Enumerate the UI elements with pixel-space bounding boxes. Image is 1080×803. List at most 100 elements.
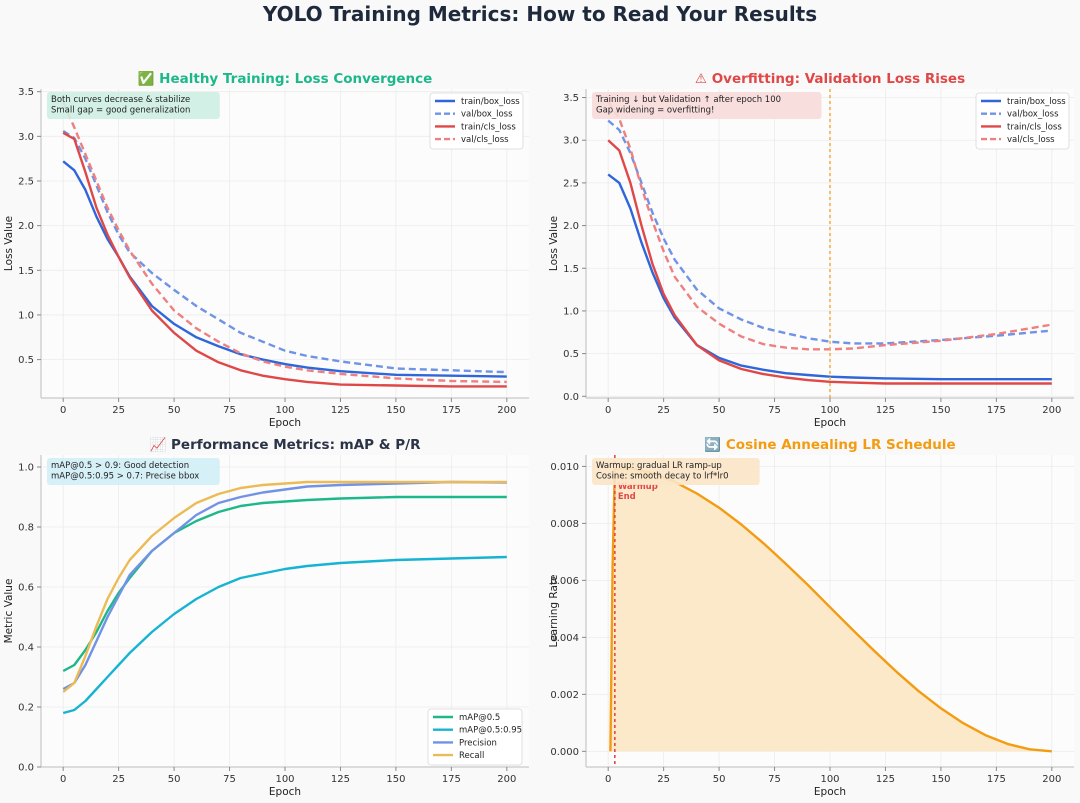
series-line-0 xyxy=(62,495,507,673)
y-tick-label: 0.6 xyxy=(18,583,34,594)
x-tick-label: 25 xyxy=(657,774,670,785)
x-tick-label: 100 xyxy=(275,774,294,785)
annotation-text: Gap widening = overfitting! xyxy=(596,106,714,116)
series-line-3 xyxy=(62,101,507,384)
y-tick-label: 1.0 xyxy=(18,463,34,474)
y-tick-label: 0.000 xyxy=(550,747,579,758)
y-tick-label: 0.4 xyxy=(18,643,34,654)
y-tick-label: 1.0 xyxy=(18,310,34,321)
x-tick-label: 75 xyxy=(768,405,781,416)
y-axis-label: Loss Value xyxy=(3,216,15,271)
x-tick-label: 175 xyxy=(987,405,1006,416)
chart-perf: 0 25 50 75 100 125 150 175 200 0.0 0.2 0.4 0.6 0.8 1.0… xyxy=(3,436,529,798)
annotation-box xyxy=(47,92,220,119)
x-tick-label: 25 xyxy=(657,405,670,416)
x-tick-label: 125 xyxy=(876,774,895,785)
x-tick-label: 125 xyxy=(876,405,895,416)
legend-label: mAP@0.5 xyxy=(459,713,500,723)
x-tick-label: 50 xyxy=(713,405,726,416)
x-tick-label: 50 xyxy=(168,774,181,785)
series-line-2 xyxy=(607,139,1052,385)
y-tick-label: 0.2 xyxy=(18,703,34,714)
x-tick-label: 175 xyxy=(987,774,1006,785)
annotation-text: Both curves decrease & stabilize xyxy=(51,95,190,105)
series-line-3 xyxy=(607,101,1053,351)
x-tick-label: 150 xyxy=(931,774,950,785)
x-tick-label: 100 xyxy=(275,405,294,416)
chart-title: 📈 Performance Metrics: mAP & P/R xyxy=(150,436,422,453)
x-tick-label: 200 xyxy=(1042,405,1061,416)
legend-label: train/cls_loss xyxy=(461,122,516,132)
y-tick-label: 0.002 xyxy=(550,690,579,701)
x-tick-label: 50 xyxy=(713,774,726,785)
x-tick-label: 75 xyxy=(223,774,236,785)
y-tick-label: 0.8 xyxy=(18,523,34,534)
x-tick-label: 200 xyxy=(497,774,516,785)
legend-box xyxy=(427,708,523,766)
y-tick-label: 2.5 xyxy=(18,176,34,187)
annotation-box xyxy=(592,458,760,485)
y-tick-label: 0.006 xyxy=(550,576,579,587)
x-tick-label: 175 xyxy=(442,774,461,785)
chart-lr: 0 25 50 75 100 125 150 175 200 0.000 0.002 0.004 0.0… xyxy=(548,436,1074,798)
y-tick-label: 0.0 xyxy=(18,763,34,774)
legend-label: val/cls_loss xyxy=(461,135,509,145)
x-tick-label: 150 xyxy=(386,774,405,785)
y-axis-label: Metric Value xyxy=(3,579,15,644)
reference-line-label: Warmup xyxy=(618,482,658,492)
y-axis-label: Loss Value xyxy=(548,216,560,271)
x-tick-label: 100 xyxy=(820,774,839,785)
annotation-text: Small gap = good generalization xyxy=(51,106,190,116)
y-axis-label: Learning Rate xyxy=(548,575,560,648)
y-tick-label: 1.5 xyxy=(563,264,579,275)
y-tick-label: 2.0 xyxy=(18,221,34,232)
x-tick-label: 100 xyxy=(820,405,839,416)
legend-box xyxy=(975,92,1070,150)
y-tick-label: 3.5 xyxy=(563,93,579,104)
x-tick-label: 200 xyxy=(497,405,516,416)
y-tick-label: 2.0 xyxy=(563,221,579,232)
y-tick-label: 0.010 xyxy=(550,462,579,473)
legend-label: val/box_loss xyxy=(1007,110,1059,120)
chart-title: ⚠ Overfitting: Validation Loss Rises xyxy=(695,71,965,87)
y-tick-label: 1.0 xyxy=(563,306,579,317)
x-tick-label: 175 xyxy=(442,405,461,416)
series-line-0 xyxy=(607,173,1052,381)
series-line-3 xyxy=(62,480,507,693)
series-line-2 xyxy=(62,480,507,691)
x-tick-label: 150 xyxy=(931,405,950,416)
annotation-box xyxy=(592,92,822,119)
legend-label: Recall xyxy=(459,751,484,761)
series-line-1 xyxy=(62,555,507,715)
y-tick-label: 0.004 xyxy=(550,633,579,644)
legend-label: val/box_loss xyxy=(461,110,513,120)
y-tick-label: 0.5 xyxy=(563,349,579,360)
x-tick-label: 0 xyxy=(60,405,66,416)
x-tick-label: 125 xyxy=(331,774,350,785)
x-axis-label: Epoch xyxy=(814,417,846,429)
annotation-text: mAP@0.5 > 0.9: Good detection xyxy=(51,461,189,471)
series-line-2 xyxy=(62,131,507,388)
x-tick-label: 0 xyxy=(60,774,66,785)
y-tick-label: 3.0 xyxy=(18,132,34,143)
x-tick-label: 0 xyxy=(605,405,611,416)
legend-label: Precision xyxy=(459,738,497,748)
legend-label: val/cls_loss xyxy=(1007,135,1055,145)
x-tick-label: 75 xyxy=(223,405,236,416)
y-tick-label: 3.5 xyxy=(18,87,34,98)
chart-title: ✅ Healthy Training: Loss Convergence xyxy=(138,70,433,87)
annotation-text: mAP@0.5:0.95 > 0.7: Precise bbox xyxy=(51,472,199,482)
chart-title: 🔄 Cosine Annealing LR Schedule xyxy=(704,436,955,453)
series-line-0 xyxy=(62,160,507,378)
annotation-text: Cosine: smooth decay to lrf*lr0 xyxy=(596,472,728,482)
x-tick-label: 0 xyxy=(605,774,611,785)
x-axis-label: Epoch xyxy=(269,786,301,798)
legend-label: train/box_loss xyxy=(1007,97,1066,107)
x-tick-label: 150 xyxy=(386,405,405,416)
x-tick-label: 75 xyxy=(768,774,781,785)
reference-line-label: End xyxy=(618,492,636,502)
x-tick-label: 200 xyxy=(1042,774,1061,785)
x-tick-label: 25 xyxy=(112,774,125,785)
